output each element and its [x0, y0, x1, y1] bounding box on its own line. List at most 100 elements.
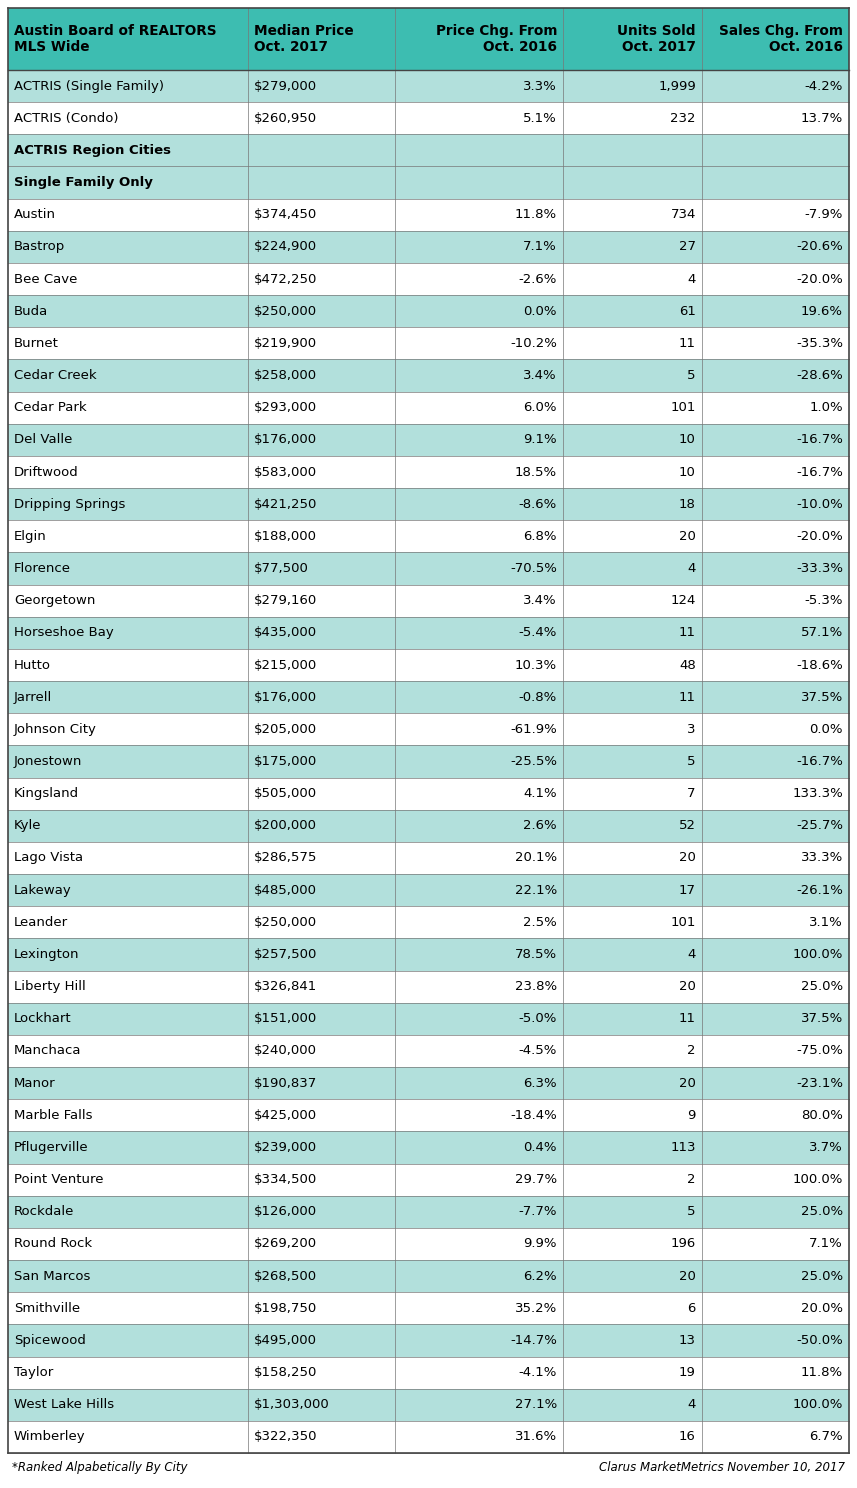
- Text: Smithville: Smithville: [14, 1302, 80, 1315]
- Text: 11: 11: [679, 1012, 696, 1025]
- Bar: [8, 1100, 849, 1131]
- Text: -2.6%: -2.6%: [518, 272, 557, 286]
- Text: Hutto: Hutto: [14, 659, 51, 671]
- Text: 3.1%: 3.1%: [809, 915, 843, 929]
- Text: Manor: Manor: [14, 1077, 56, 1089]
- Text: 18.5%: 18.5%: [515, 466, 557, 479]
- Text: $250,000: $250,000: [254, 305, 317, 318]
- Text: $485,000: $485,000: [254, 884, 317, 897]
- Text: Taylor: Taylor: [14, 1366, 53, 1379]
- Text: $126,000: $126,000: [254, 1205, 317, 1219]
- Text: 9: 9: [687, 1109, 696, 1122]
- Text: -50.0%: -50.0%: [796, 1333, 843, 1347]
- Text: 78.5%: 78.5%: [515, 948, 557, 961]
- Text: 61: 61: [679, 305, 696, 318]
- Text: 101: 101: [670, 402, 696, 414]
- Text: $77,500: $77,500: [254, 562, 309, 574]
- Text: 7.1%: 7.1%: [809, 1238, 843, 1250]
- Text: 19: 19: [679, 1366, 696, 1379]
- Text: 9.9%: 9.9%: [524, 1238, 557, 1250]
- Text: 3.4%: 3.4%: [524, 594, 557, 607]
- Text: -10.2%: -10.2%: [510, 336, 557, 350]
- Text: 57.1%: 57.1%: [800, 626, 843, 640]
- Text: 0.0%: 0.0%: [810, 723, 843, 737]
- Bar: [8, 1196, 849, 1228]
- Text: -16.7%: -16.7%: [796, 433, 843, 446]
- Text: 23.8%: 23.8%: [515, 981, 557, 992]
- Bar: [8, 1131, 849, 1164]
- Text: Point Venture: Point Venture: [14, 1173, 104, 1186]
- Bar: [8, 1421, 849, 1452]
- Bar: [8, 649, 849, 682]
- Text: 196: 196: [670, 1238, 696, 1250]
- Text: $219,900: $219,900: [254, 336, 317, 350]
- Bar: [8, 809, 849, 842]
- Text: 0.4%: 0.4%: [524, 1141, 557, 1155]
- Text: $279,160: $279,160: [254, 594, 317, 607]
- Text: $224,900: $224,900: [254, 241, 317, 253]
- Text: 2.6%: 2.6%: [524, 820, 557, 832]
- Text: 20: 20: [679, 851, 696, 865]
- Text: $286,575: $286,575: [254, 851, 317, 865]
- Bar: [8, 1260, 849, 1292]
- Text: -8.6%: -8.6%: [518, 497, 557, 510]
- Text: -16.7%: -16.7%: [796, 754, 843, 768]
- Text: Pflugerville: Pflugerville: [14, 1141, 88, 1155]
- Text: Jarrell: Jarrell: [14, 690, 52, 704]
- Text: 52: 52: [679, 820, 696, 832]
- Bar: [8, 134, 849, 167]
- Text: Dripping Springs: Dripping Springs: [14, 497, 125, 510]
- Text: Clarus MarketMetrics November 10, 2017: Clarus MarketMetrics November 10, 2017: [599, 1461, 845, 1475]
- Text: -25.5%: -25.5%: [510, 754, 557, 768]
- Text: 22.1%: 22.1%: [515, 884, 557, 897]
- Text: $215,000: $215,000: [254, 659, 317, 671]
- Text: 20.0%: 20.0%: [801, 1302, 843, 1315]
- Text: Horseshoe Bay: Horseshoe Bay: [14, 626, 114, 640]
- Text: Bee Cave: Bee Cave: [14, 272, 77, 286]
- Bar: [8, 585, 849, 616]
- Text: 37.5%: 37.5%: [800, 1012, 843, 1025]
- Text: 11: 11: [679, 626, 696, 640]
- Bar: [8, 1228, 849, 1260]
- Text: 6: 6: [687, 1302, 696, 1315]
- Text: -33.3%: -33.3%: [796, 562, 843, 574]
- Text: Austin: Austin: [14, 208, 56, 222]
- Text: 11: 11: [679, 690, 696, 704]
- Text: 25.0%: 25.0%: [801, 1205, 843, 1219]
- Text: 9.1%: 9.1%: [524, 433, 557, 446]
- Bar: [8, 713, 849, 745]
- Bar: [8, 1324, 849, 1357]
- Text: -75.0%: -75.0%: [796, 1045, 843, 1058]
- Text: -20.6%: -20.6%: [796, 241, 843, 253]
- Text: -10.0%: -10.0%: [796, 497, 843, 510]
- Text: Kyle: Kyle: [14, 820, 41, 832]
- Text: ACTRIS (Single Family): ACTRIS (Single Family): [14, 79, 164, 92]
- Text: Del Valle: Del Valle: [14, 433, 72, 446]
- Text: $435,000: $435,000: [254, 626, 317, 640]
- Text: 5: 5: [687, 754, 696, 768]
- Text: 19.6%: 19.6%: [801, 305, 843, 318]
- Bar: [8, 103, 849, 134]
- Text: Lexington: Lexington: [14, 948, 80, 961]
- Text: 20: 20: [679, 530, 696, 543]
- Text: $151,000: $151,000: [254, 1012, 317, 1025]
- Text: 2: 2: [687, 1045, 696, 1058]
- Text: -26.1%: -26.1%: [796, 884, 843, 897]
- Bar: [8, 1003, 849, 1034]
- Text: 27.1%: 27.1%: [515, 1399, 557, 1411]
- Text: 35.2%: 35.2%: [515, 1302, 557, 1315]
- Text: -5.0%: -5.0%: [518, 1012, 557, 1025]
- Text: Johnson City: Johnson City: [14, 723, 97, 737]
- Text: 11.8%: 11.8%: [801, 1366, 843, 1379]
- Text: San Marcos: San Marcos: [14, 1269, 90, 1283]
- Text: $200,000: $200,000: [254, 820, 317, 832]
- Bar: [8, 1357, 849, 1388]
- Text: 6.0%: 6.0%: [524, 402, 557, 414]
- Text: $158,250: $158,250: [254, 1366, 317, 1379]
- Text: Georgetown: Georgetown: [14, 594, 95, 607]
- Text: 29.7%: 29.7%: [515, 1173, 557, 1186]
- Text: -35.3%: -35.3%: [796, 336, 843, 350]
- Text: -28.6%: -28.6%: [796, 369, 843, 382]
- Text: 37.5%: 37.5%: [800, 690, 843, 704]
- Text: 1.0%: 1.0%: [809, 402, 843, 414]
